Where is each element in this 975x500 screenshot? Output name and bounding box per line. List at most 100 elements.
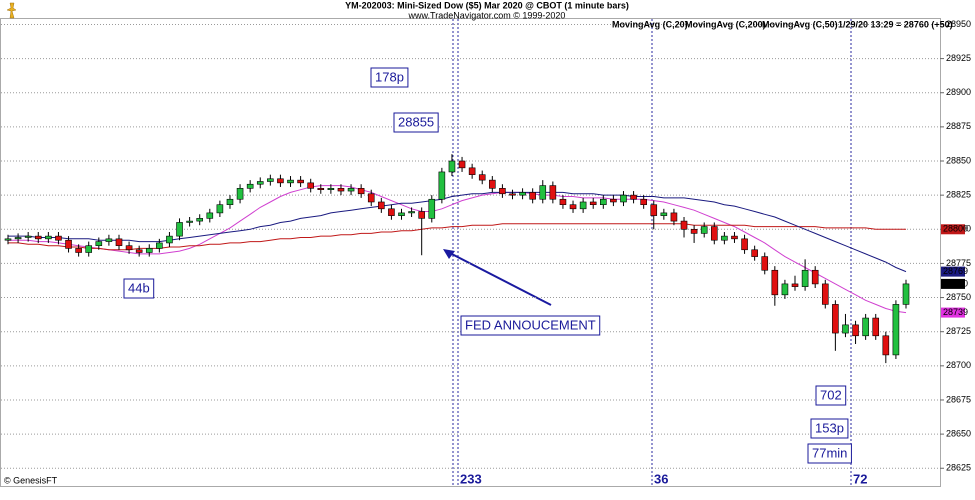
- candle-body: [650, 204, 658, 216]
- annotation-box: [807, 443, 852, 464]
- candle-body: [872, 317, 880, 337]
- candle-body: [367, 193, 375, 203]
- candle-body: [135, 249, 143, 253]
- annotation-box: [393, 112, 439, 133]
- candle-body: [307, 182, 314, 189]
- candle-body: [226, 198, 234, 206]
- candle-body: [418, 211, 425, 219]
- candle-body: [176, 222, 183, 237]
- y-tick-label: 28725: [946, 326, 971, 336]
- y-tick-label: 28925: [946, 53, 971, 63]
- candle-body: [559, 198, 567, 206]
- candle-body: [4, 238, 12, 241]
- candle-body: [811, 269, 819, 285]
- marker-label: 36: [654, 471, 668, 486]
- candles: [4, 154, 910, 364]
- candle-body: [771, 269, 779, 296]
- marker-label: 233: [460, 471, 482, 486]
- candle-body: [630, 194, 637, 200]
- candle-body: [75, 248, 82, 253]
- price-tag: [941, 278, 965, 289]
- candle-body: [710, 226, 718, 241]
- y-tick-label: 28825: [946, 190, 971, 200]
- candle-body: [569, 204, 577, 210]
- candle-body: [741, 238, 748, 251]
- candle-body: [438, 171, 446, 200]
- candle-body: [549, 185, 557, 200]
- candle-body: [287, 179, 294, 184]
- candle-body: [65, 239, 72, 249]
- arrow-head: [443, 249, 455, 259]
- y-tick-label: 28675: [946, 394, 971, 404]
- price-tag-label: 28769: [943, 266, 968, 276]
- candle-body: [478, 174, 486, 181]
- candle-body: [892, 304, 900, 356]
- candle-body: [166, 235, 173, 244]
- candle-body: [589, 201, 597, 206]
- candle-body: [24, 235, 32, 238]
- candle-body: [781, 283, 789, 296]
- candle-body: [499, 188, 506, 195]
- candle-body: [821, 283, 829, 305]
- candle-body: [337, 188, 345, 192]
- candle-body: [357, 188, 365, 195]
- candle-body: [14, 237, 22, 240]
- candle-body: [186, 220, 193, 223]
- logo: [6, 2, 17, 19]
- annotation: 77min: [812, 445, 847, 460]
- annotation-box: [370, 67, 409, 88]
- candle-body: [620, 194, 627, 203]
- plot-frame: [0, 18, 941, 487]
- candle-body: [236, 188, 244, 200]
- candle-body: [579, 201, 587, 210]
- footer: © GenesisFT: [4, 475, 58, 485]
- candle-body: [670, 212, 678, 222]
- y-tick-label: 28850: [946, 155, 971, 165]
- candle-body: [600, 198, 607, 206]
- legend-entry: MovingAvg (C,20): [612, 19, 688, 29]
- candle-body: [852, 324, 859, 337]
- candle-body: [347, 188, 355, 192]
- candle-body: [610, 198, 617, 203]
- candle-body: [761, 256, 769, 271]
- candle-body: [105, 238, 113, 242]
- candle-body: [156, 242, 163, 249]
- candle-body: [468, 167, 476, 175]
- candle-body: [529, 192, 536, 200]
- candle-body: [791, 283, 799, 287]
- ma-line: [8, 185, 907, 314]
- price-tag: [941, 307, 965, 318]
- logo-icon: [6, 2, 17, 19]
- annotation-box: [815, 385, 847, 406]
- candle-body: [539, 185, 547, 200]
- candle-body: [862, 317, 869, 337]
- y-tick-label: 28700: [946, 360, 971, 370]
- annotation: 28855: [398, 114, 434, 129]
- candle-body: [408, 211, 415, 214]
- candle-body: [801, 269, 809, 287]
- candle-body: [246, 183, 254, 189]
- price-tag-label: 28760: [943, 278, 968, 288]
- candle-body: [196, 218, 204, 222]
- chart-subtitle: www.TradeNavigator.com © 1999-2020: [408, 10, 566, 20]
- candle-body: [388, 208, 395, 216]
- candle-body: [216, 204, 224, 214]
- price-tag: [941, 266, 965, 277]
- candle-body: [317, 188, 325, 190]
- candle-body: [690, 228, 698, 234]
- marker-label: 72: [853, 471, 867, 486]
- candle-body: [700, 226, 708, 234]
- y-tick-label: 28750: [946, 292, 971, 302]
- candle-body: [398, 212, 405, 216]
- candle-body: [680, 220, 688, 230]
- candle-body: [519, 192, 526, 196]
- candle-body: [902, 283, 910, 305]
- candle-body: [267, 178, 274, 182]
- price-tag-label: 28800: [943, 224, 968, 234]
- candle-body: [55, 235, 62, 241]
- y-tick-label: 28900: [946, 87, 971, 97]
- annotation: 44b: [128, 280, 150, 295]
- candle-body: [509, 193, 516, 196]
- candle-body: [85, 245, 93, 253]
